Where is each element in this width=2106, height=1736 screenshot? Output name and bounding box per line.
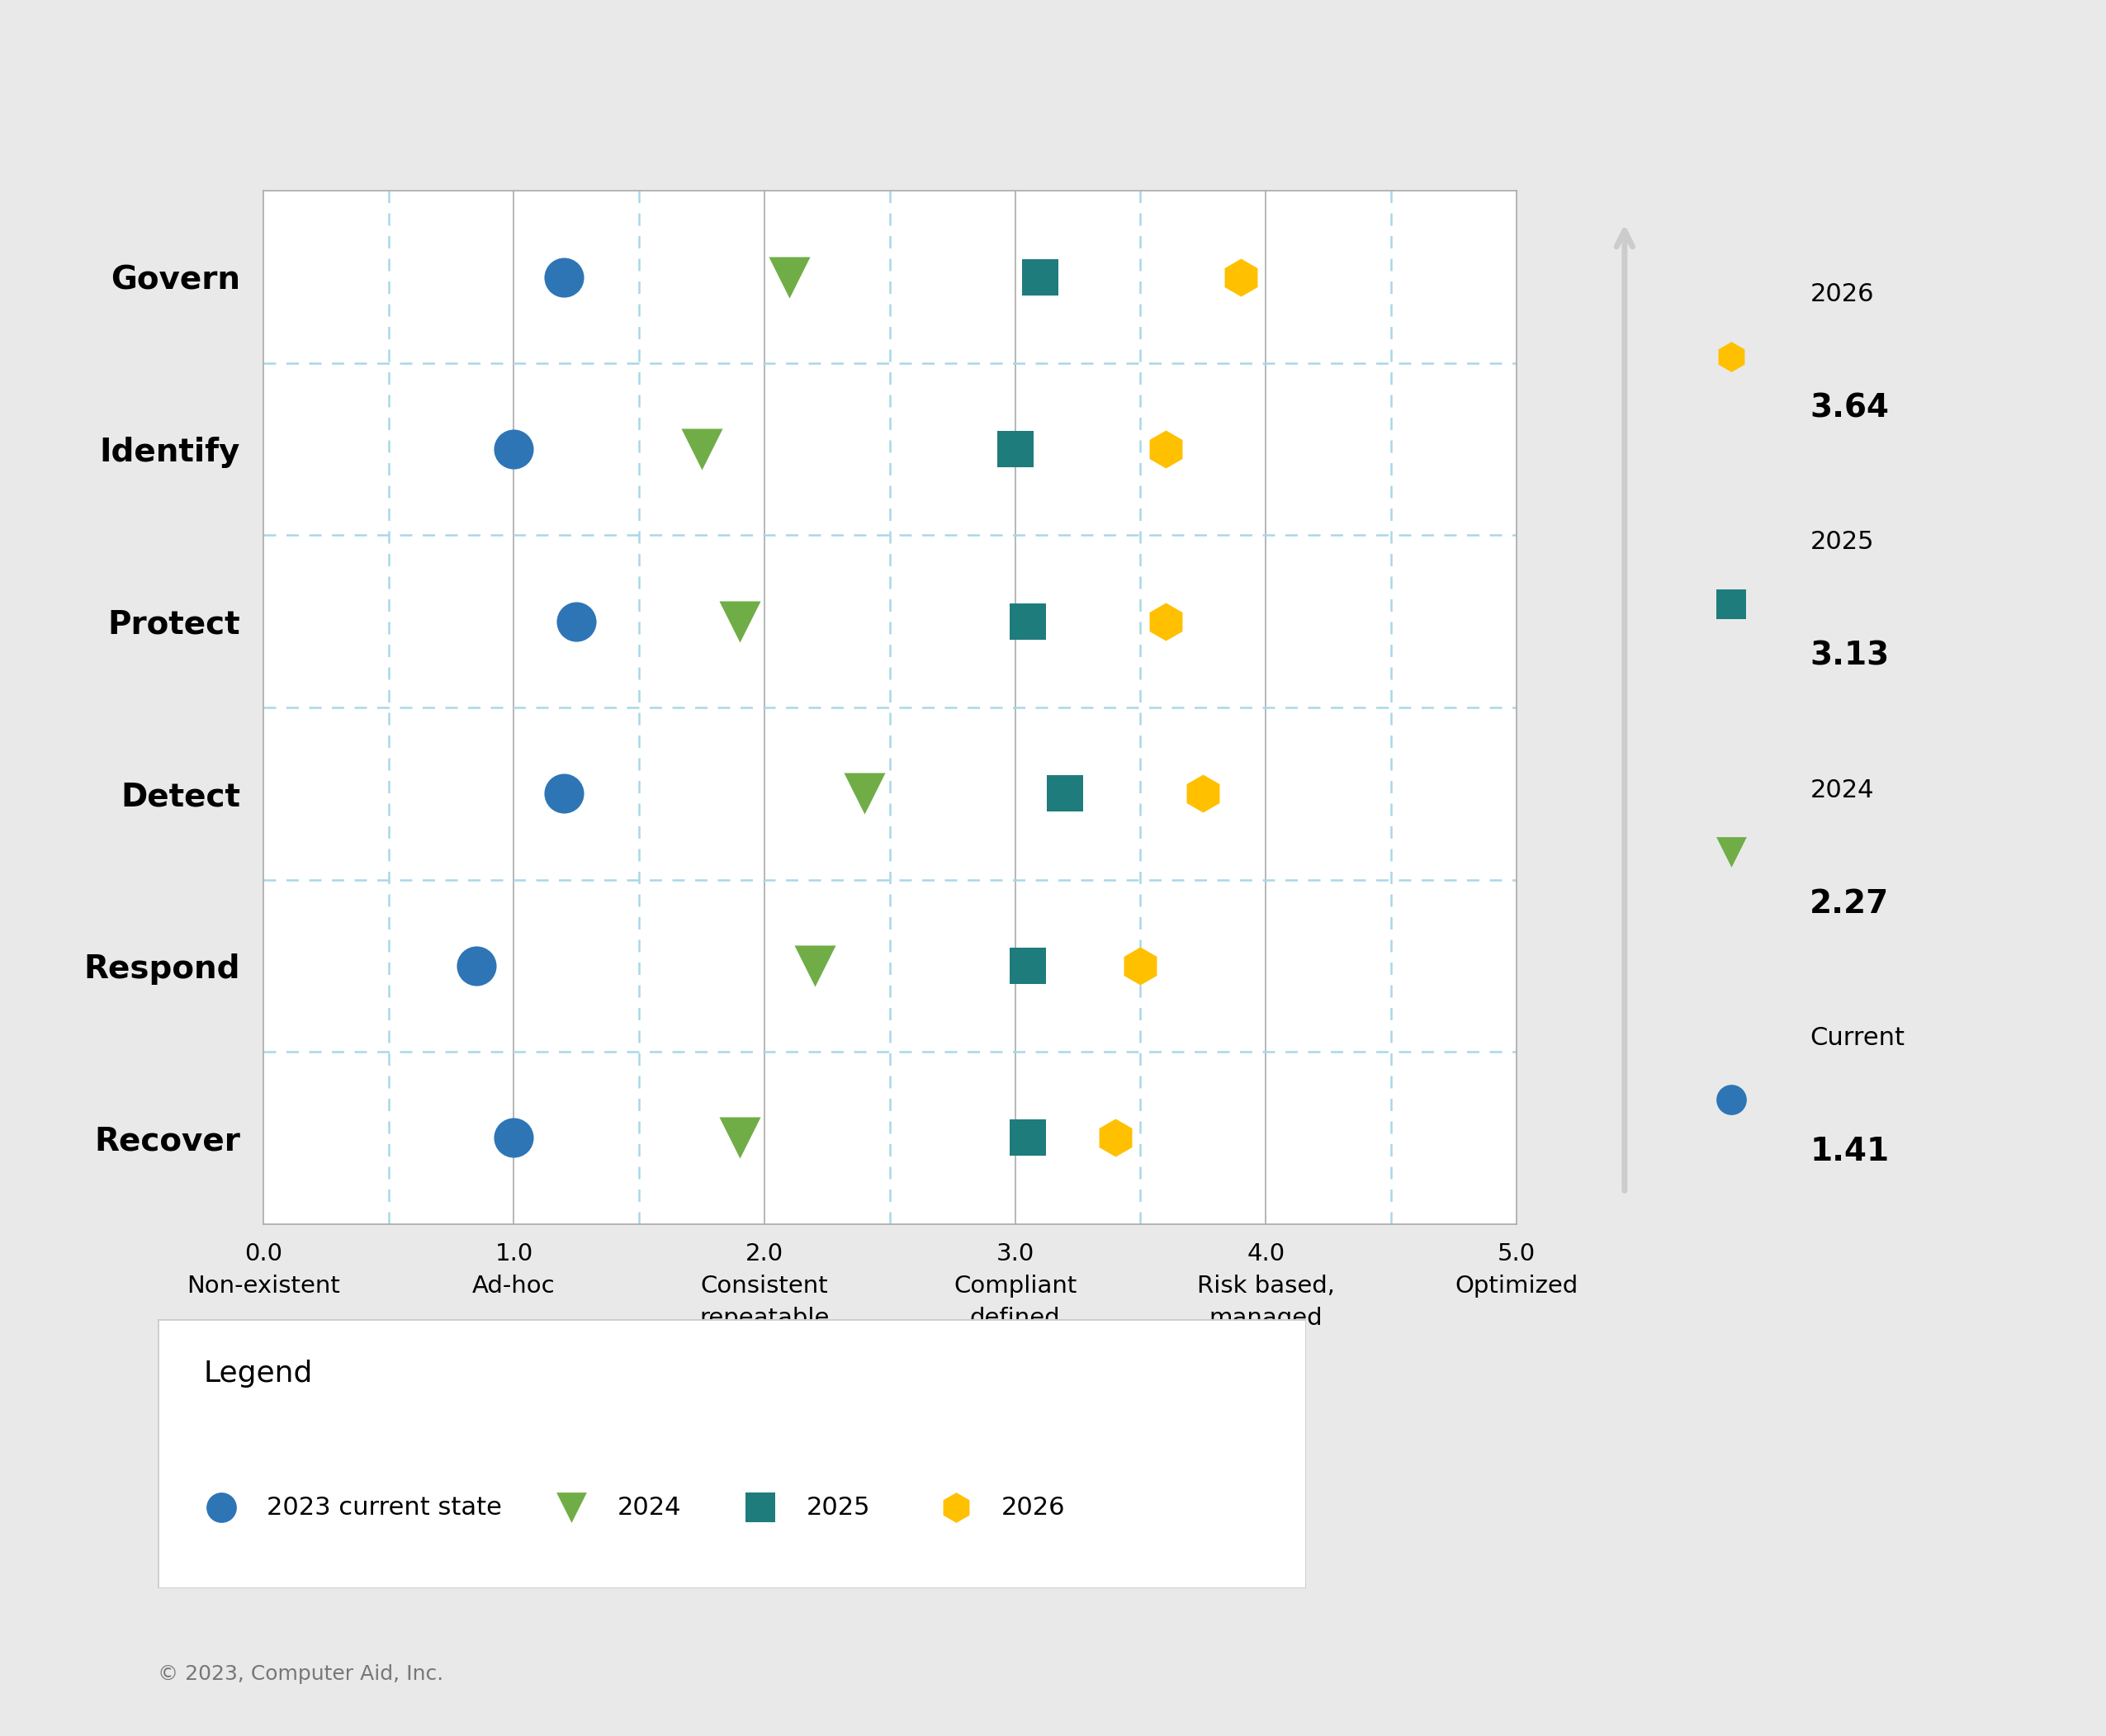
Point [1714, 1087, 1748, 1115]
Point [1148, 436, 1181, 464]
Point [1186, 779, 1219, 807]
Point [1099, 1123, 1133, 1151]
Text: Legend: Legend [204, 1359, 314, 1387]
Point [939, 1493, 973, 1521]
Point [773, 264, 807, 292]
Point [1224, 264, 1257, 292]
Point [722, 608, 756, 635]
FancyBboxPatch shape [158, 1319, 1306, 1588]
Point [554, 1493, 588, 1521]
Point [1011, 1123, 1045, 1151]
Point [722, 1123, 756, 1151]
Point [1714, 342, 1748, 370]
Text: 2.27: 2.27 [1809, 889, 1889, 920]
Text: © 2023, Computer Aid, Inc.: © 2023, Computer Aid, Inc. [158, 1665, 444, 1684]
Text: 3.13: 3.13 [1809, 641, 1889, 672]
Text: 2024: 2024 [617, 1496, 680, 1519]
Point [684, 436, 718, 464]
Point [998, 436, 1032, 464]
Point [560, 608, 594, 635]
Point [1148, 608, 1181, 635]
Text: 2024: 2024 [1809, 778, 1874, 802]
Point [1049, 779, 1082, 807]
Point [1024, 264, 1057, 292]
Point [204, 1493, 238, 1521]
Text: 1.41: 1.41 [1809, 1135, 1889, 1167]
Text: 2026: 2026 [1809, 283, 1874, 306]
Point [548, 264, 581, 292]
Point [497, 436, 531, 464]
Text: 3.64: 3.64 [1809, 392, 1889, 424]
Point [743, 1493, 777, 1521]
Point [1011, 608, 1045, 635]
Point [548, 779, 581, 807]
Point [1011, 951, 1045, 979]
Point [1125, 951, 1158, 979]
Point [497, 1123, 531, 1151]
Point [459, 951, 493, 979]
Point [1714, 838, 1748, 866]
Point [1714, 590, 1748, 618]
Text: Current: Current [1809, 1026, 1904, 1050]
Point [798, 951, 832, 979]
Text: 2025: 2025 [1809, 529, 1874, 554]
Text: 2023 current state: 2023 current state [267, 1496, 501, 1519]
Text: 2026: 2026 [1002, 1496, 1066, 1519]
Text: 2025: 2025 [807, 1496, 870, 1519]
Point [849, 779, 882, 807]
